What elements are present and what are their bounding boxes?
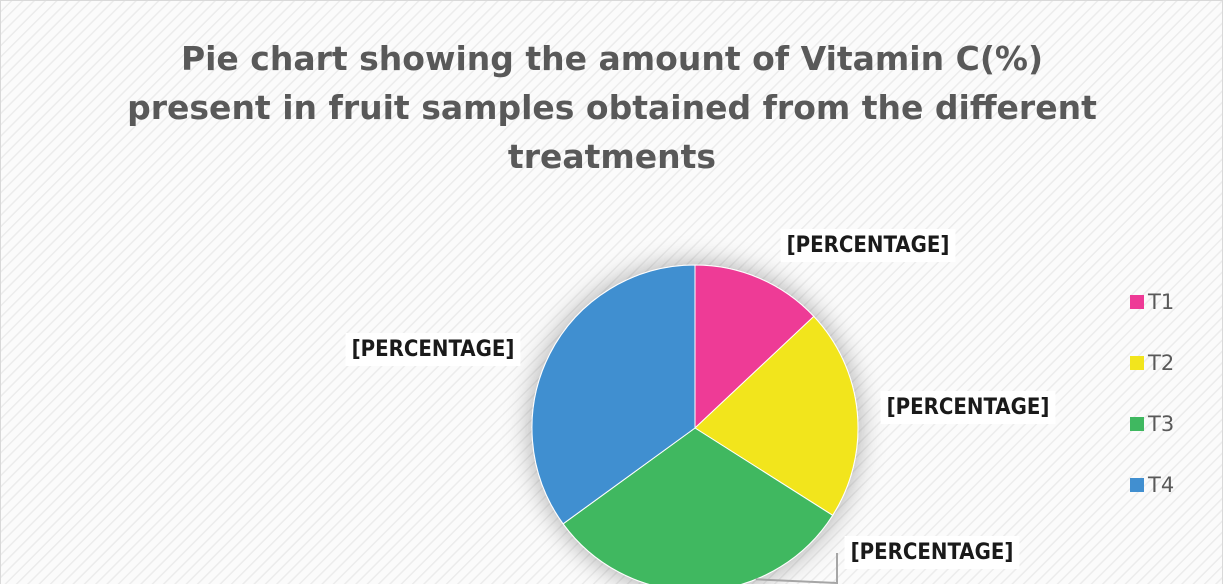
pie-slice	[562, 427, 834, 584]
data-label: [PERCENTAGE]	[887, 395, 1050, 420]
data-label-bg	[844, 536, 1020, 569]
legend-label: T2	[1147, 351, 1174, 375]
legend-swatch	[1130, 417, 1144, 431]
legend-label: T4	[1147, 473, 1174, 497]
leader-line	[755, 553, 838, 584]
data-label-bg	[880, 391, 1056, 424]
pie-slice	[694, 264, 815, 430]
pie-slice	[694, 315, 859, 517]
data-label-bg	[780, 229, 956, 262]
legend: T1 T2 T3 T4	[1130, 290, 1174, 497]
legend-swatch	[1130, 478, 1144, 492]
data-label: [PERCENTAGE]	[851, 540, 1014, 565]
data-labels: [PERCENTAGE] [PERCENTAGE] [PERCENTAGE] [PER…	[345, 229, 1056, 584]
pie	[531, 264, 859, 584]
data-label-bg	[345, 333, 521, 366]
chart-title: Pie chart showing the amount of Vitamin …	[127, 39, 1097, 176]
legend-label: T1	[1147, 290, 1174, 314]
legend-swatch	[1130, 356, 1144, 370]
data-label: [PERCENTAGE]	[787, 233, 950, 258]
legend-label: T3	[1147, 412, 1174, 436]
pie-slice	[531, 264, 696, 525]
data-label: [PERCENTAGE]	[352, 337, 515, 362]
legend-swatch	[1130, 295, 1144, 309]
